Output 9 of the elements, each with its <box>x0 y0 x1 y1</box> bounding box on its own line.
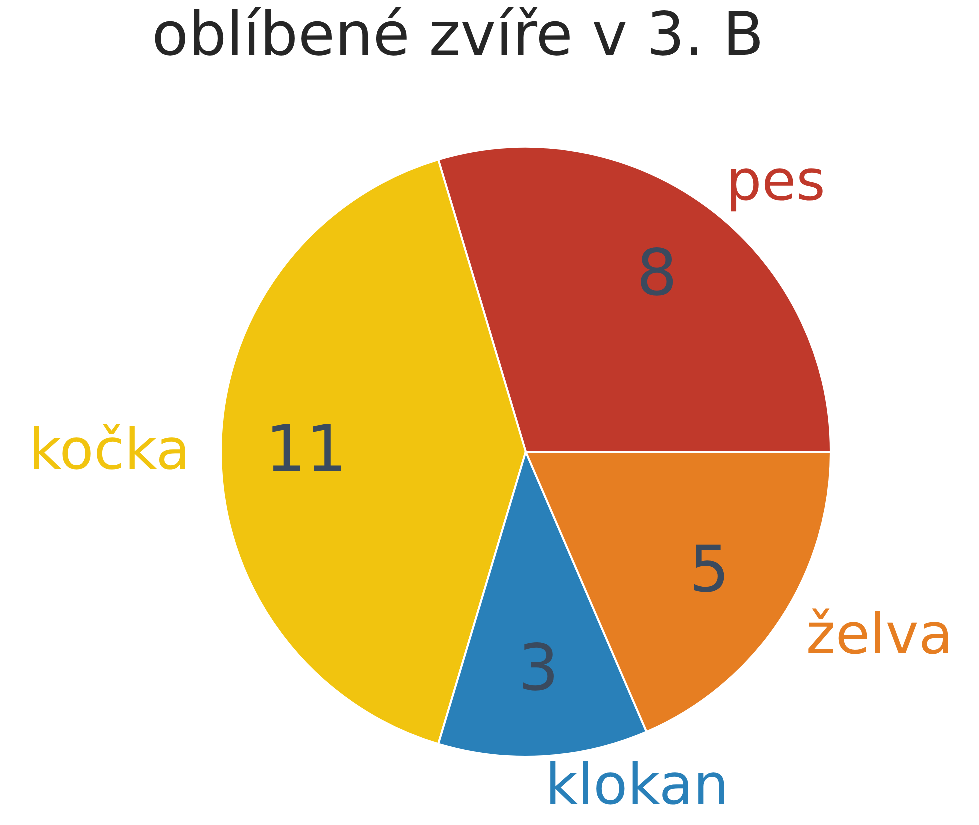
chart-title: oblíbené zvíře v 3. B <box>152 0 764 70</box>
slice-label: želva <box>806 602 954 668</box>
data-label: 11 <box>266 413 348 487</box>
slice-label: pes <box>726 148 826 214</box>
data-label: 5 <box>689 534 730 608</box>
slice-label: kočka <box>29 418 190 483</box>
data-label: 8 <box>636 236 678 311</box>
data-label: 3 <box>518 632 560 706</box>
slice-label: klokan <box>546 752 730 818</box>
